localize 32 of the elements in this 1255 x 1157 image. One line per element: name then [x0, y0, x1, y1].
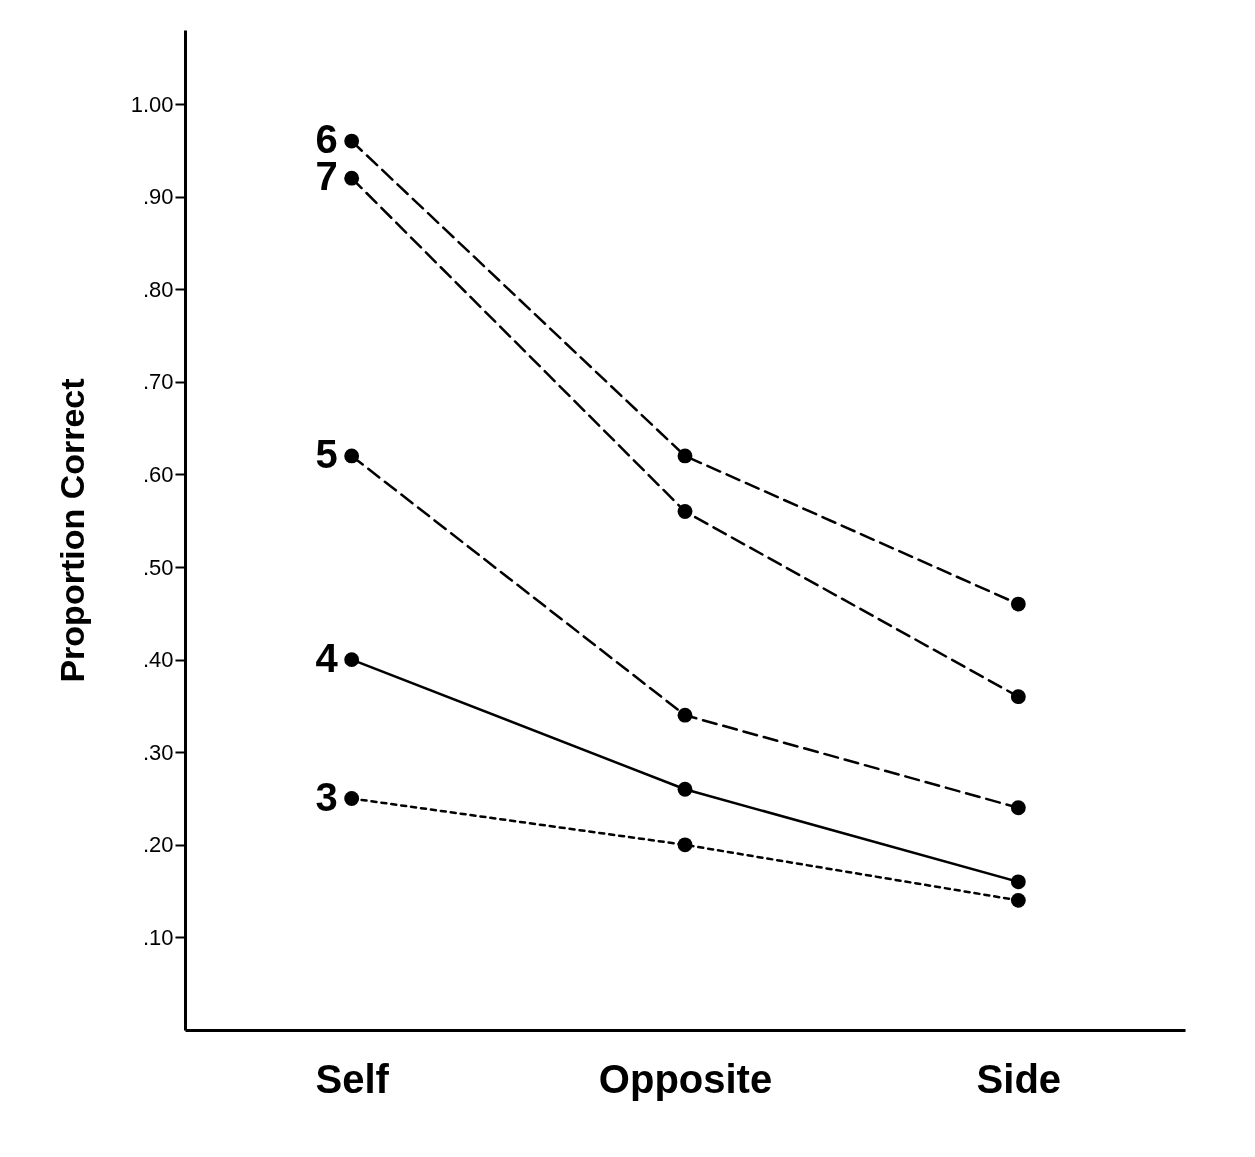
series-label: 5 [315, 431, 338, 476]
point [1010, 596, 1026, 612]
point [344, 652, 360, 668]
y-tick-label: .40 [142, 647, 174, 673]
point [1010, 689, 1026, 705]
series-label: 3 [315, 774, 338, 819]
point [677, 504, 693, 519]
point [344, 791, 360, 806]
y-tick-label: .50 [142, 554, 174, 580]
point [1010, 892, 1026, 908]
y-tick-label: .90 [142, 184, 174, 210]
y-tick-label: .70 [142, 369, 174, 395]
y-tick-label: .10 [142, 924, 174, 950]
point [1010, 800, 1026, 816]
point [1010, 874, 1026, 890]
point [677, 781, 693, 797]
point [677, 837, 693, 853]
point [344, 133, 360, 149]
x-tick-label: Side [976, 1056, 1062, 1101]
y-tick-label: .20 [142, 832, 174, 858]
x-tick-label: Self [315, 1056, 390, 1101]
y-tick-label: .80 [142, 276, 174, 302]
point [677, 448, 693, 464]
y-axis-title: Proportion Correct [52, 378, 91, 683]
point [344, 170, 360, 186]
y-tick-label: 1.00 [130, 91, 174, 117]
y-tick-label: .60 [142, 461, 174, 487]
series-label: 4 [315, 635, 339, 680]
point [677, 707, 693, 723]
y-tick-label: .30 [142, 739, 174, 765]
x-tick-label: Opposite [598, 1056, 773, 1101]
point [344, 448, 360, 464]
